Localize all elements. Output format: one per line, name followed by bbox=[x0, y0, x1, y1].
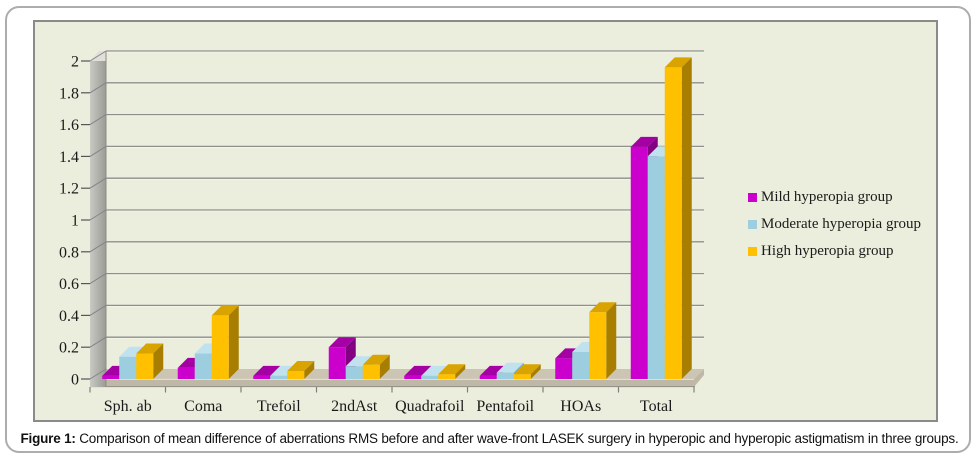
figure-caption: Figure 1: Comparison of mean difference … bbox=[0, 431, 979, 446]
bar-side bbox=[153, 343, 164, 379]
x-axis-category-label: Total bbox=[640, 398, 673, 415]
bar-top bbox=[211, 305, 239, 316]
y-axis-tick-label: 0 bbox=[71, 372, 79, 389]
y-axis-tick-label: 1 bbox=[71, 213, 79, 230]
y-axis-tick-label: 0.8 bbox=[59, 244, 79, 261]
bar bbox=[496, 372, 514, 379]
bar bbox=[328, 347, 346, 379]
floor-front bbox=[90, 369, 704, 387]
bar bbox=[589, 312, 607, 379]
figure-caption-prefix: Figure 1: bbox=[20, 431, 76, 446]
bar-side bbox=[681, 57, 692, 380]
bar bbox=[647, 156, 665, 379]
bar bbox=[572, 351, 590, 379]
x-axis-category-label: Coma bbox=[184, 398, 222, 415]
legend-item: Mild hyperopia group bbox=[748, 188, 921, 206]
bar bbox=[345, 366, 363, 379]
bar-top bbox=[496, 362, 524, 373]
y-axis-tick-label: 0.2 bbox=[59, 340, 79, 357]
y-axis-tick-depth bbox=[89, 368, 107, 380]
bar-top bbox=[630, 136, 658, 147]
legend-swatch bbox=[748, 219, 757, 229]
bar bbox=[513, 374, 531, 379]
bar-side bbox=[455, 364, 466, 379]
bar-top bbox=[345, 356, 373, 367]
bar bbox=[177, 367, 195, 379]
x-axis-category-label: 2ndAst bbox=[331, 398, 378, 415]
legend-item: Moderate hyperopia group bbox=[748, 215, 921, 233]
bar bbox=[270, 375, 288, 379]
y-axis-tick-depth bbox=[89, 177, 107, 189]
y-axis-tick-depth bbox=[89, 145, 107, 157]
legend-item: High hyperopia group bbox=[748, 242, 921, 260]
bar-side bbox=[606, 302, 617, 379]
bar bbox=[438, 374, 456, 379]
y-axis-tick-label: 0.6 bbox=[59, 276, 79, 293]
y-axis-tick-depth bbox=[89, 82, 107, 94]
x-axis-category-label: Trefoil bbox=[257, 398, 301, 415]
bar-top bbox=[287, 361, 315, 372]
legend-label: Moderate hyperopia group bbox=[761, 216, 921, 232]
bar-top bbox=[362, 354, 390, 365]
legend-swatch bbox=[748, 246, 757, 256]
bar-side bbox=[530, 364, 541, 379]
y-axis-tick-label: 1.6 bbox=[59, 117, 79, 134]
bar-side bbox=[379, 354, 390, 379]
bar bbox=[119, 356, 137, 379]
legend: Mild hyperopia group Moderate hyperopia g… bbox=[748, 188, 921, 260]
y-axis-tick-label: 1.4 bbox=[59, 149, 79, 166]
bar bbox=[194, 353, 212, 379]
y-axis-tick-label: 2 bbox=[71, 54, 79, 71]
bar-top bbox=[404, 365, 432, 376]
y-axis-tick-depth bbox=[89, 273, 107, 285]
bar bbox=[253, 375, 271, 379]
bar bbox=[287, 371, 305, 379]
x-axis-category-label: Pentafoil bbox=[476, 398, 534, 415]
bar bbox=[211, 315, 229, 379]
bar bbox=[630, 146, 648, 379]
bar-side bbox=[304, 361, 315, 379]
figure-caption-text: Comparison of mean difference of aberrat… bbox=[75, 431, 959, 446]
bar bbox=[404, 375, 422, 379]
floor-top bbox=[90, 369, 704, 379]
bar bbox=[664, 67, 682, 380]
x-axis-category-label: Quadrafoil bbox=[395, 398, 465, 415]
aberrations-bar-chart: 0 0.2 0.4 0.6 0.8 1 1.2 1.4 1.6 1.8 2 Sph. ab Coma Tr… bbox=[59, 50, 704, 415]
legend-swatch bbox=[748, 192, 757, 202]
bar bbox=[479, 375, 497, 379]
bar bbox=[362, 364, 380, 379]
y-axis-tick-depth bbox=[89, 304, 107, 316]
y-axis-tick-depth bbox=[89, 209, 107, 221]
y-axis-tick-depth bbox=[89, 336, 107, 348]
bar-top bbox=[136, 343, 164, 354]
bar-top bbox=[421, 365, 449, 376]
bar bbox=[421, 375, 439, 379]
y-axis-tick-depth bbox=[89, 114, 107, 126]
chart-area: 0 0.2 0.4 0.6 0.8 1 1.2 1.4 1.6 1.8 2 Sph. ab Coma Tr… bbox=[33, 20, 938, 422]
y-axis-tick-label: 0.4 bbox=[59, 308, 79, 325]
y-axis-tick-label: 1.2 bbox=[59, 181, 79, 198]
bar-top bbox=[479, 365, 507, 376]
y-axis-tick-label: 1.8 bbox=[59, 85, 79, 102]
bar-top bbox=[664, 57, 692, 68]
bar-top bbox=[253, 365, 281, 376]
bar-side bbox=[228, 305, 239, 379]
y-axis-tick-depth bbox=[89, 50, 107, 62]
y-axis-wall bbox=[90, 61, 106, 387]
bar-top bbox=[589, 302, 617, 313]
bar-top bbox=[438, 364, 466, 375]
bar-top bbox=[328, 337, 356, 348]
bar-top bbox=[513, 364, 541, 375]
legend-label: Mild hyperopia group bbox=[761, 189, 893, 205]
y-axis-tick-depth bbox=[89, 241, 107, 253]
bar-top bbox=[119, 346, 147, 357]
bar bbox=[102, 375, 120, 379]
x-axis-category-label: HOAs bbox=[560, 398, 601, 415]
bar bbox=[136, 353, 154, 379]
legend-label: High hyperopia group bbox=[761, 243, 894, 259]
x-axis-category-label: Sph. ab bbox=[104, 398, 152, 415]
bar bbox=[555, 358, 573, 379]
